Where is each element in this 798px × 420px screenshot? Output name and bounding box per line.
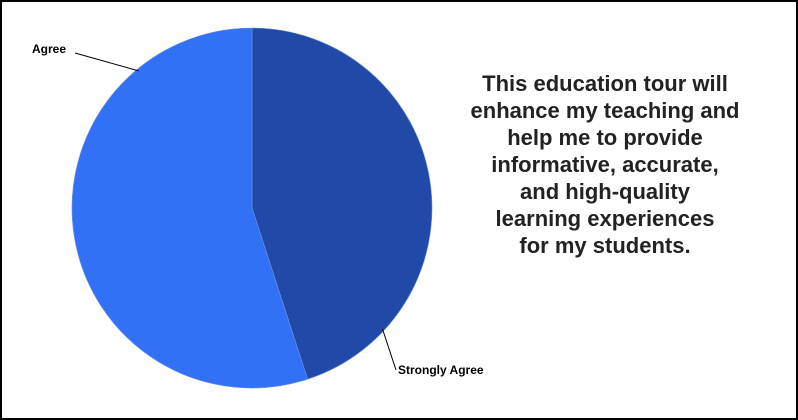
statement-line: and high-quality [520,179,690,204]
chart-statement: This education tour will enhance my teac… [430,70,780,259]
pie-slice-strongly-agree [251,27,433,380]
leader-line-strongly-agree [382,328,397,371]
statement-line: help me to provide [507,125,703,150]
statement-line: for my students. [519,233,691,258]
statement-line: This education tour will [482,71,728,96]
slice-label-agree: Agree [32,42,66,56]
statement-line: learning experiences [495,206,715,231]
slice-label-strongly-agree: Strongly Agree [398,363,484,377]
statement-line: enhance my teaching and [470,98,740,123]
leader-line-agree [74,52,139,72]
statement-line: informative, accurate, [491,152,719,177]
pie-slice-agree [71,27,309,389]
